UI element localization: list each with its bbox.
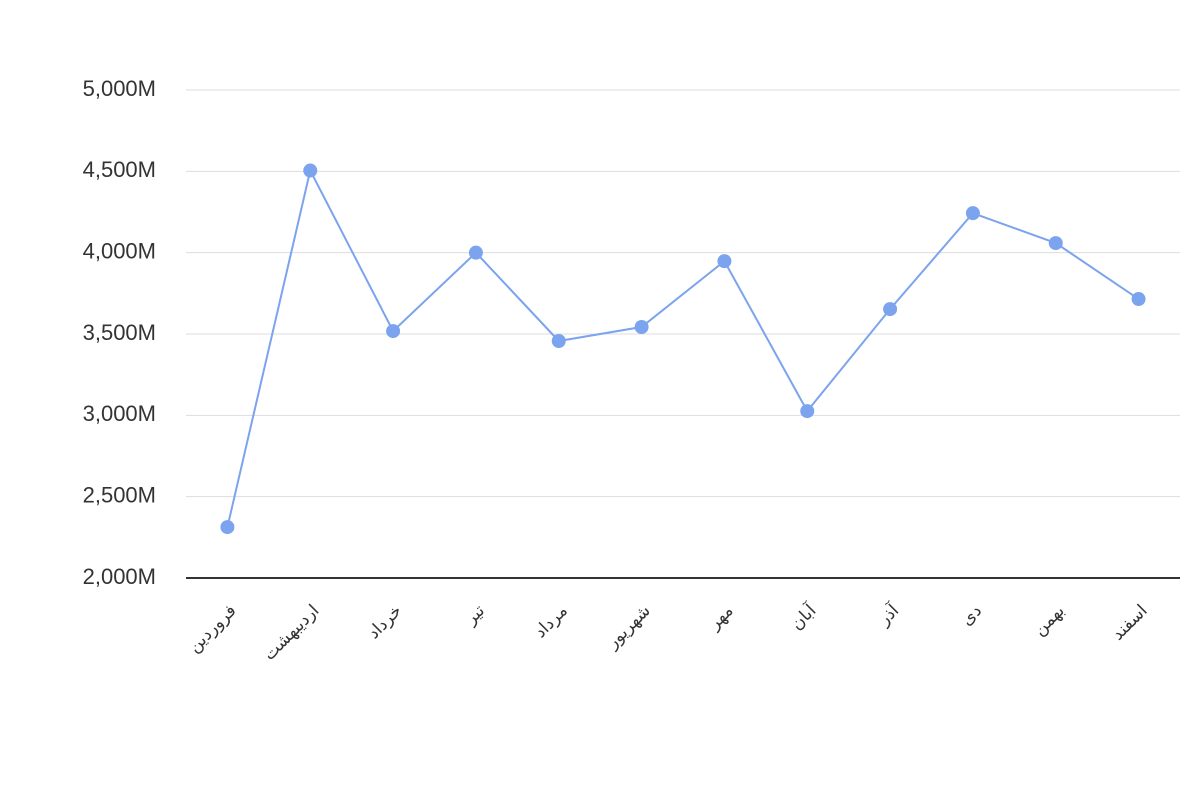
point [1048,236,1063,251]
point [800,404,815,419]
x-tick-label: شهریور [602,601,654,653]
point [883,302,898,317]
x-tick-label: اردیبهشت [260,601,324,665]
x-tick-label: مرداد [531,601,572,642]
point [965,206,980,221]
y-tick-label: 2,500M [83,482,156,507]
x-tick-label: آذر [872,599,904,631]
point [717,254,732,269]
point [386,324,401,339]
x-tick-label: فروردین [185,601,241,657]
y-tick-label: 4,000M [83,238,156,263]
x-tick-label: اسفند [1108,601,1152,645]
point [468,245,483,260]
y-tick-label: 3,500M [83,320,156,345]
point [220,520,235,535]
x-tick-label: بهمن [1030,601,1069,640]
y-tick-label: 5,000M [83,76,156,101]
x-tick-label: دی [957,601,986,630]
x-tick-label: آبان [786,599,822,635]
line [226,167,1140,528]
point [1131,292,1146,307]
point [634,320,649,335]
point [551,333,566,348]
x-tick-label: خرداد [364,601,406,643]
y-tick-label: 2,000M [83,564,156,589]
point [303,163,318,178]
y-tick-label: 3,000M [83,401,156,426]
x-tick-label: مهر [704,601,737,634]
y-tick-label: 4,500M [83,157,156,182]
x-tick-label: تیر [461,601,490,630]
